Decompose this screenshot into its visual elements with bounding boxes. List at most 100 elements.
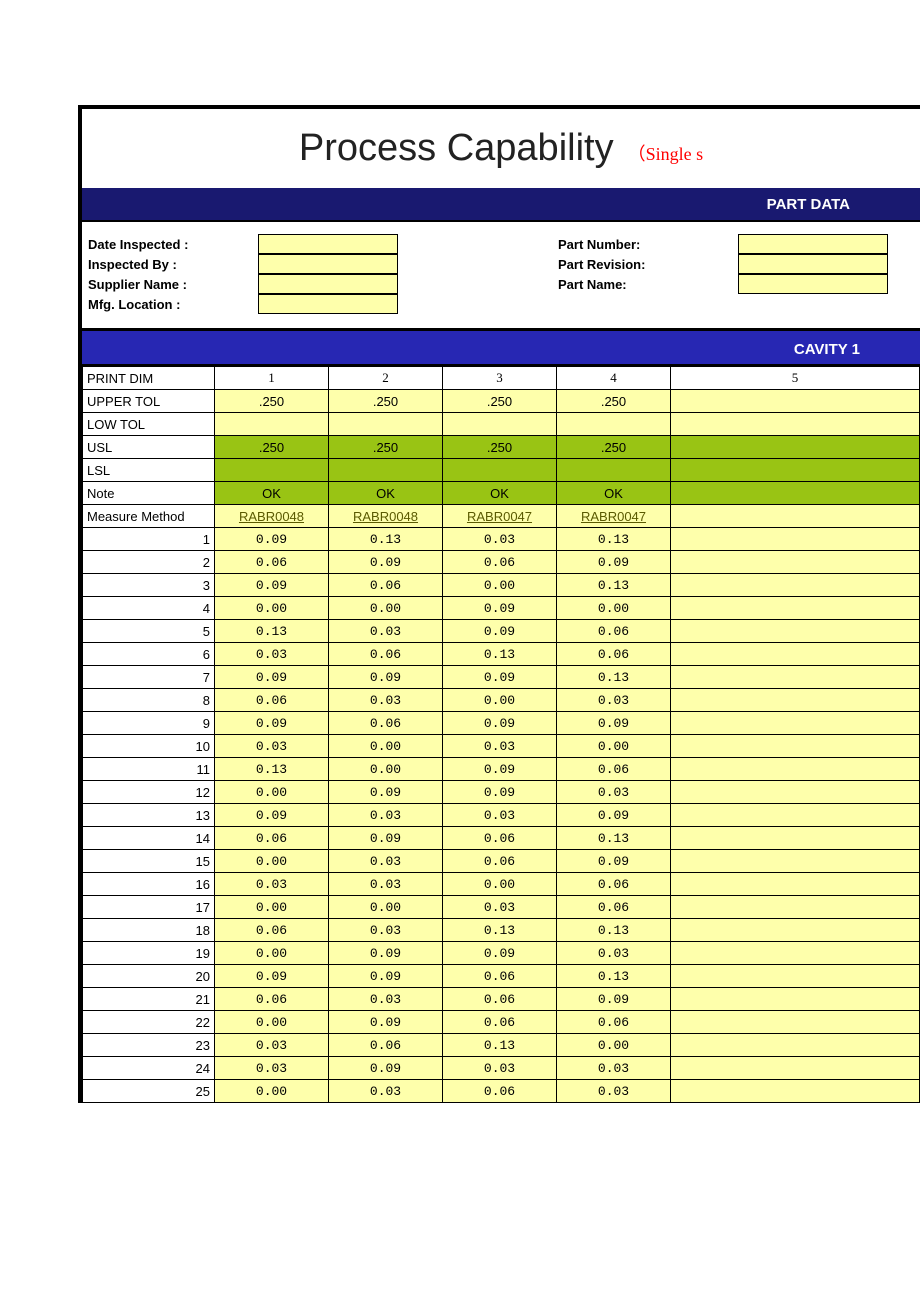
data-cell[interactable]: 0.13 bbox=[443, 643, 557, 666]
data-cell[interactable]: 0.00 bbox=[215, 781, 329, 804]
data-cell[interactable] bbox=[671, 712, 920, 735]
cell[interactable] bbox=[671, 482, 920, 505]
data-cell[interactable]: 0.00 bbox=[557, 1034, 671, 1057]
data-cell[interactable]: 0.00 bbox=[215, 1080, 329, 1103]
data-cell[interactable]: 0.03 bbox=[329, 919, 443, 942]
data-cell[interactable]: 0.09 bbox=[215, 965, 329, 988]
data-cell[interactable]: 0.09 bbox=[329, 666, 443, 689]
data-cell[interactable] bbox=[671, 1080, 920, 1103]
cell[interactable]: 5 bbox=[671, 367, 920, 390]
cell[interactable]: .250 bbox=[215, 390, 329, 413]
data-cell[interactable]: 0.09 bbox=[557, 804, 671, 827]
cell[interactable] bbox=[671, 413, 920, 436]
data-cell[interactable]: 0.09 bbox=[443, 620, 557, 643]
data-cell[interactable]: 0.06 bbox=[443, 850, 557, 873]
cell[interactable]: 4 bbox=[557, 367, 671, 390]
data-cell[interactable]: 0.00 bbox=[329, 597, 443, 620]
cell[interactable] bbox=[443, 413, 557, 436]
cell[interactable]: RABR0047 bbox=[443, 505, 557, 528]
data-cell[interactable]: 0.09 bbox=[329, 1011, 443, 1034]
input-mfg-location[interactable] bbox=[258, 294, 398, 314]
data-cell[interactable] bbox=[671, 850, 920, 873]
input-part-revision[interactable] bbox=[738, 254, 888, 274]
data-cell[interactable]: 0.00 bbox=[329, 758, 443, 781]
input-part-name[interactable] bbox=[738, 274, 888, 294]
cell[interactable]: OK bbox=[329, 482, 443, 505]
data-cell[interactable] bbox=[671, 597, 920, 620]
data-cell[interactable]: 0.03 bbox=[215, 1034, 329, 1057]
data-cell[interactable]: 0.06 bbox=[557, 896, 671, 919]
cell[interactable] bbox=[329, 459, 443, 482]
data-cell[interactable] bbox=[671, 689, 920, 712]
data-cell[interactable]: 0.06 bbox=[557, 873, 671, 896]
data-cell[interactable]: 0.13 bbox=[557, 528, 671, 551]
data-cell[interactable]: 0.00 bbox=[443, 873, 557, 896]
data-cell[interactable]: 0.03 bbox=[329, 689, 443, 712]
data-cell[interactable]: 0.09 bbox=[329, 1057, 443, 1080]
data-cell[interactable]: 0.06 bbox=[443, 988, 557, 1011]
cell[interactable]: RABR0048 bbox=[215, 505, 329, 528]
data-cell[interactable] bbox=[671, 1057, 920, 1080]
data-cell[interactable]: 0.03 bbox=[557, 1080, 671, 1103]
data-cell[interactable]: 0.03 bbox=[215, 735, 329, 758]
data-cell[interactable]: 0.03 bbox=[329, 620, 443, 643]
data-cell[interactable]: 0.00 bbox=[557, 597, 671, 620]
data-cell[interactable]: 0.03 bbox=[557, 942, 671, 965]
data-cell[interactable]: 0.09 bbox=[443, 781, 557, 804]
cell[interactable]: RABR0047 bbox=[557, 505, 671, 528]
data-cell[interactable]: 0.09 bbox=[443, 597, 557, 620]
data-cell[interactable]: 0.00 bbox=[215, 896, 329, 919]
data-cell[interactable]: 0.13 bbox=[215, 620, 329, 643]
data-cell[interactable]: 0.09 bbox=[557, 551, 671, 574]
data-cell[interactable]: 0.06 bbox=[557, 1011, 671, 1034]
data-cell[interactable]: 0.03 bbox=[557, 781, 671, 804]
data-cell[interactable] bbox=[671, 1011, 920, 1034]
data-cell[interactable]: 0.13 bbox=[443, 1034, 557, 1057]
data-cell[interactable]: 0.06 bbox=[443, 551, 557, 574]
cell[interactable]: 1 bbox=[215, 367, 329, 390]
cell[interactable]: .250 bbox=[329, 390, 443, 413]
input-supplier-name[interactable] bbox=[258, 274, 398, 294]
data-cell[interactable]: 0.09 bbox=[215, 666, 329, 689]
cell[interactable] bbox=[671, 505, 920, 528]
cell[interactable]: .250 bbox=[557, 390, 671, 413]
data-cell[interactable]: 0.09 bbox=[329, 942, 443, 965]
data-cell[interactable]: 0.06 bbox=[557, 620, 671, 643]
data-cell[interactable]: 0.00 bbox=[443, 689, 557, 712]
data-cell[interactable] bbox=[671, 827, 920, 850]
data-cell[interactable]: 0.06 bbox=[329, 574, 443, 597]
cell[interactable] bbox=[557, 413, 671, 436]
data-cell[interactable]: 0.09 bbox=[557, 712, 671, 735]
data-cell[interactable] bbox=[671, 896, 920, 919]
data-cell[interactable]: 0.09 bbox=[215, 804, 329, 827]
data-cell[interactable]: 0.09 bbox=[215, 712, 329, 735]
data-cell[interactable] bbox=[671, 758, 920, 781]
cell[interactable]: 3 bbox=[443, 367, 557, 390]
data-cell[interactable]: 0.06 bbox=[329, 712, 443, 735]
data-cell[interactable]: 0.03 bbox=[215, 1057, 329, 1080]
data-cell[interactable]: 0.06 bbox=[215, 988, 329, 1011]
data-cell[interactable]: 0.03 bbox=[443, 896, 557, 919]
data-cell[interactable]: 0.09 bbox=[443, 758, 557, 781]
data-cell[interactable]: 0.06 bbox=[329, 643, 443, 666]
input-date-inspected[interactable] bbox=[258, 234, 398, 254]
cell[interactable] bbox=[215, 413, 329, 436]
data-cell[interactable]: 0.09 bbox=[329, 781, 443, 804]
data-cell[interactable] bbox=[671, 643, 920, 666]
data-cell[interactable]: 0.13 bbox=[557, 827, 671, 850]
input-inspected-by[interactable] bbox=[258, 254, 398, 274]
data-cell[interactable]: 0.03 bbox=[329, 873, 443, 896]
data-cell[interactable] bbox=[671, 666, 920, 689]
data-cell[interactable]: 0.06 bbox=[215, 551, 329, 574]
cell[interactable]: .250 bbox=[443, 436, 557, 459]
data-cell[interactable]: 0.03 bbox=[443, 1057, 557, 1080]
data-cell[interactable]: 0.06 bbox=[443, 827, 557, 850]
data-cell[interactable]: 0.03 bbox=[557, 689, 671, 712]
data-cell[interactable] bbox=[671, 1034, 920, 1057]
data-cell[interactable]: 0.03 bbox=[443, 804, 557, 827]
cell[interactable]: OK bbox=[443, 482, 557, 505]
input-part-number[interactable] bbox=[738, 234, 888, 254]
data-cell[interactable]: 0.13 bbox=[557, 666, 671, 689]
data-cell[interactable]: 0.03 bbox=[329, 850, 443, 873]
cell[interactable] bbox=[443, 459, 557, 482]
